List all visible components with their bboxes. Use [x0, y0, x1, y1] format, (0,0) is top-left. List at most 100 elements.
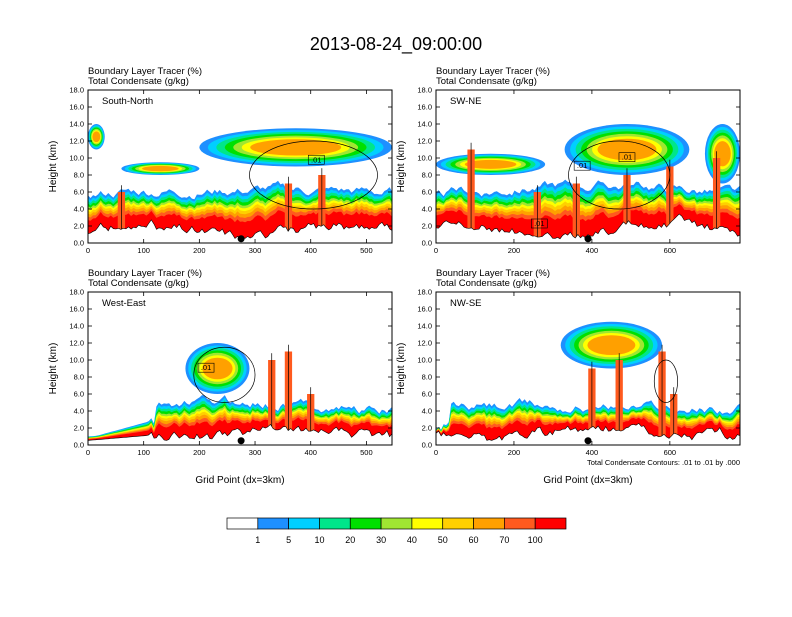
y-tick-label: 16.0	[69, 103, 84, 112]
y-tick-label: 8.0	[74, 171, 84, 180]
x-tick-label: 400	[304, 448, 317, 457]
y-tick-label: 18.0	[69, 288, 84, 297]
panel-label: South-North	[102, 96, 153, 107]
colorbar-box-7	[442, 517, 474, 530]
colorbar-label: 5	[286, 535, 291, 545]
panel-label: SW-NE	[450, 96, 482, 107]
colorbar-box-4	[349, 517, 382, 530]
anvil-0-6	[587, 335, 636, 356]
colorbar-label: 10	[314, 535, 324, 545]
colorbar-label: 60	[469, 535, 479, 545]
condensate-contour	[568, 140, 671, 210]
x-tick-label: 500	[360, 448, 373, 457]
panel-label: NW-SE	[450, 298, 482, 309]
contour-label-box	[573, 160, 591, 171]
anvil-2-6	[141, 165, 179, 172]
y-tick-label: 0.0	[74, 239, 84, 248]
terrain-fill	[436, 423, 740, 445]
x-tick-label: 400	[586, 246, 599, 255]
y-tick-label: 16.0	[417, 305, 432, 314]
colorbar-label: 50	[438, 535, 448, 545]
y-tick-label: 12.0	[417, 137, 432, 146]
colorbar-box-8	[473, 517, 505, 530]
y-tick-label: 8.0	[74, 373, 84, 382]
contour-label-box	[197, 362, 215, 373]
colorbar-box-1	[257, 517, 289, 530]
contour-label: .01	[201, 363, 211, 372]
y-tick-label: 0.0	[422, 441, 432, 450]
colorbar-label: 30	[376, 535, 386, 545]
y-tick-label: 4.0	[74, 205, 84, 214]
anvil-1-6	[250, 139, 342, 156]
y-axis-label: Height (km)	[396, 343, 407, 395]
anvil-0-6	[464, 159, 517, 169]
x-tick-label: 500	[360, 246, 373, 255]
colorbar-label: 20	[345, 535, 355, 545]
colorbar-label: 1	[255, 535, 260, 545]
x-tick-label: 100	[137, 246, 150, 255]
figure-title: 2013-08-24_09:00:00	[310, 34, 482, 55]
tracer-field	[88, 124, 392, 243]
x-tick-label: 0	[434, 448, 438, 457]
colorbar: 1 5 10 20 30 40 50 60 70 100	[226, 517, 567, 545]
location-marker	[584, 235, 592, 243]
y-tick-label: 10.0	[417, 154, 432, 163]
colorbar-label: 100	[528, 535, 543, 545]
x-tick-label: 0	[86, 448, 90, 457]
panel-line2: Total Condensate (g/kg)	[88, 76, 189, 87]
x-tick-label: 0	[434, 246, 438, 255]
colorbar-box-0	[226, 517, 259, 530]
y-tick-label: 4.0	[422, 205, 432, 214]
x-tick-label: 200	[508, 448, 521, 457]
y-tick-label: 8.0	[422, 171, 432, 180]
panel-line1: Boundary Layer Tracer (%)	[436, 268, 550, 279]
colorbar-box-9	[504, 517, 536, 530]
y-tick-label: 10.0	[417, 356, 432, 365]
colorbar-box-6	[411, 517, 444, 530]
contour-label: .01	[577, 161, 587, 170]
colorbar-box-3	[319, 517, 351, 530]
plot-frame	[87, 89, 393, 244]
y-tick-label: 0.0	[422, 239, 432, 248]
x-tick-label: 0	[86, 246, 90, 255]
x-tick-label: 200	[193, 246, 206, 255]
tracer-field	[88, 343, 392, 445]
y-tick-label: 2.0	[422, 424, 432, 433]
y-tick-label: 6.0	[74, 390, 84, 399]
x-axis-label: Grid Point (dx=3km)	[543, 475, 632, 486]
y-tick-label: 14.0	[69, 120, 84, 129]
x-tick-label: 400	[586, 448, 599, 457]
panel-line1: Boundary Layer Tracer (%)	[436, 66, 550, 77]
colorbar-label: 40	[407, 535, 417, 545]
x-tick-label: 200	[193, 448, 206, 457]
x-tick-label: 200	[508, 246, 521, 255]
y-tick-label: 14.0	[69, 322, 84, 331]
colorbar-box-10	[534, 517, 567, 530]
contour-label-box	[618, 152, 636, 162]
y-tick-label: 2.0	[74, 424, 84, 433]
y-tick-label: 10.0	[69, 356, 84, 365]
x-tick-label: 600	[664, 246, 677, 255]
x-tick-label: 400	[304, 246, 317, 255]
y-tick-label: 2.0	[422, 222, 432, 231]
y-tick-label: 14.0	[417, 322, 432, 331]
y-tick-label: 14.0	[417, 120, 432, 129]
panels: Boundary Layer Tracer (%)Total Condensat…	[48, 66, 741, 486]
y-tick-label: 16.0	[417, 103, 432, 112]
y-tick-label: 4.0	[74, 407, 84, 416]
contour-note: Total Condensate Contours: .01 to .01 by…	[587, 458, 740, 467]
colorbar-label: 70	[499, 535, 509, 545]
panel-line1: Boundary Layer Tracer (%)	[88, 268, 202, 279]
condensate-contour	[653, 359, 678, 403]
plot-frame	[435, 89, 741, 244]
y-tick-label: 18.0	[69, 86, 84, 95]
panel-nw-se: Boundary Layer Tracer (%)Total Condensat…	[396, 268, 741, 486]
panel-west-east: Boundary Layer Tracer (%)Total Condensat…	[48, 268, 393, 486]
condensate-contour	[193, 346, 256, 403]
colorbar-box-2	[288, 517, 320, 530]
panel-label: West-East	[102, 298, 146, 309]
panel-line2: Total Condensate (g/kg)	[436, 278, 537, 289]
y-tick-label: 8.0	[422, 373, 432, 382]
